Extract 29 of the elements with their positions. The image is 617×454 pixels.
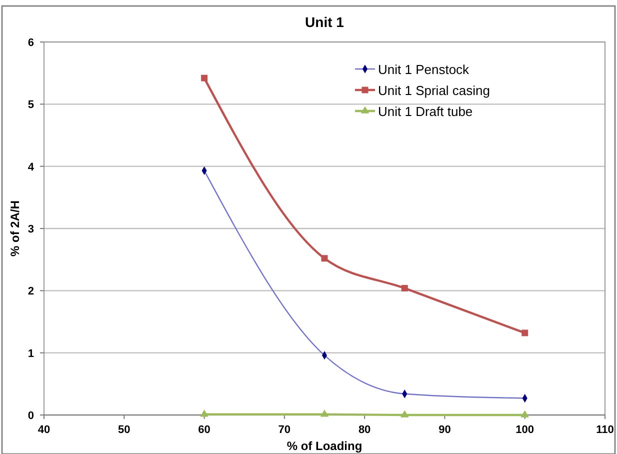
point xyxy=(320,410,329,417)
point xyxy=(520,410,530,418)
point xyxy=(200,410,208,417)
x-tick-label: 90 xyxy=(438,424,451,436)
y-tick-label: 3 xyxy=(28,224,34,236)
y-tick-label: 1 xyxy=(28,348,34,360)
x-tick-label: 110 xyxy=(596,424,614,436)
y-tick-label: 4 xyxy=(28,161,35,174)
x-tick-label: 100 xyxy=(516,424,534,436)
point xyxy=(522,330,528,336)
x-tick-label: 70 xyxy=(278,424,291,436)
point xyxy=(400,410,409,418)
legend-label: Unit 1 Sprial casing xyxy=(378,83,490,98)
legend-label: Unit 1 Penstock xyxy=(378,62,470,77)
x-tick-label: 50 xyxy=(118,424,130,436)
x-tick-label: 40 xyxy=(38,424,50,436)
x-tick-label: 80 xyxy=(358,424,371,436)
chart-title: Unit 1 xyxy=(305,14,344,30)
y-tick-label: 5 xyxy=(28,99,34,112)
point xyxy=(201,74,208,82)
y-tick-label: 2 xyxy=(28,286,34,298)
x-axis-title: % of Loading xyxy=(286,439,362,453)
legend-label: Unit 1 Draft tube xyxy=(378,104,473,119)
y-tick-label: 6 xyxy=(28,37,34,49)
x-tick-label: 60 xyxy=(198,424,210,436)
point xyxy=(401,284,408,292)
y-axis-title: % of 2A/H xyxy=(8,200,22,257)
y-tick-label: 0 xyxy=(28,410,34,422)
point xyxy=(321,255,328,262)
